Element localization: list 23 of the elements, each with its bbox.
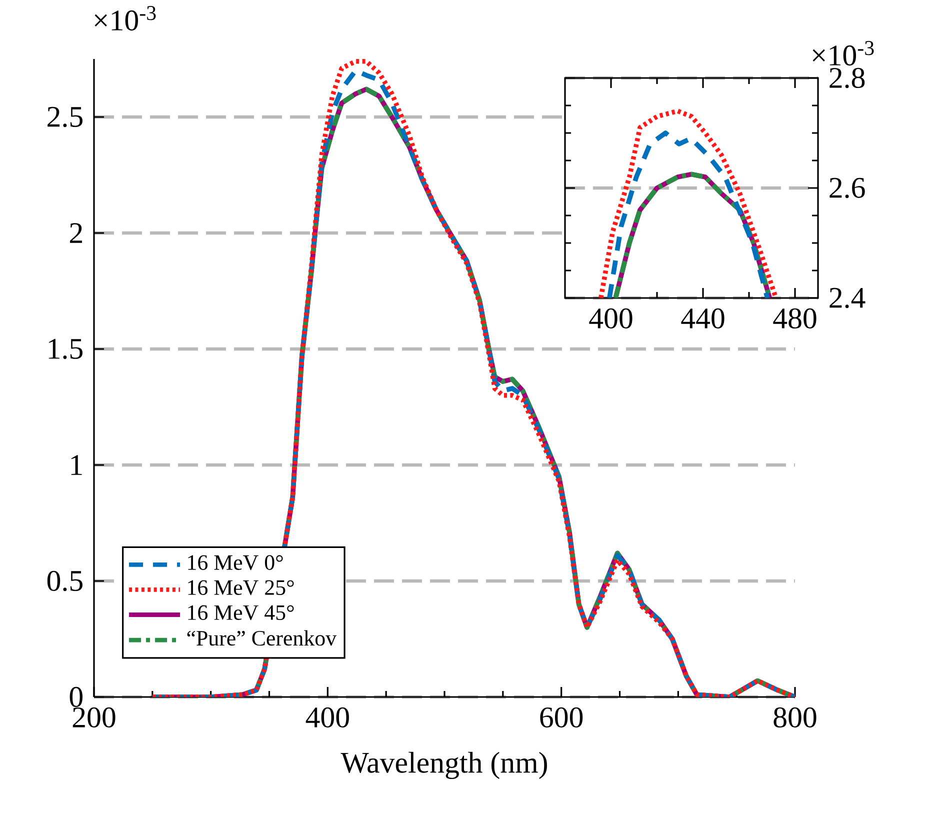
x-tick-label: 440 [681,308,724,329]
x-tick-label: 400 [306,707,349,728]
text: ×10$^{-3}$ [812,41,874,66]
y-tick-label: 1 [71,455,82,475]
y-tick-label: 2.5 [48,106,82,128]
y-tick-label: 0 [70,686,83,708]
x-axis-title: Wavelength (nm) [340,752,547,780]
y-tick-label: 1.5 [48,338,82,360]
x-tick-label: 200 [72,707,116,728]
x-tick-label: 480 [773,308,816,329]
y-tick-label: 2.4 [830,288,866,308]
legend-label: “Pure” Cerenkov [187,630,337,646]
legend-label: 16 MeV 0° [188,555,283,570]
text: ×10$^{-3}$ [94,6,156,31]
y-tick-label: 2 [70,223,82,243]
legend-label: 16 MeV 45° [188,605,294,620]
x-tick-label: 600 [540,707,583,728]
y-tick-label: 0.5 [47,570,82,592]
y-tick-label: 2.8 [830,68,865,88]
x-tick-label: 800 [774,707,816,728]
y-tick-label: 2.6 [830,178,865,198]
x-tick-label: 400 [589,308,632,329]
legend-label: 16 MeV 25° [188,580,294,596]
